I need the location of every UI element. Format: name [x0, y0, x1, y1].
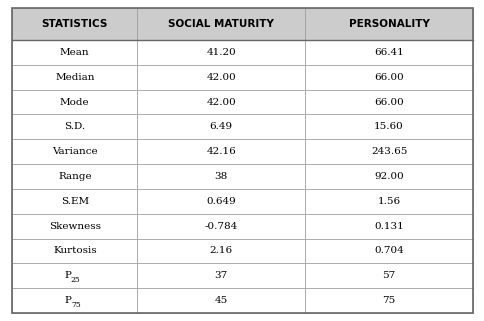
- Text: 66.00: 66.00: [373, 98, 403, 107]
- Text: S.D.: S.D.: [64, 122, 85, 131]
- Text: PERSONALITY: PERSONALITY: [348, 19, 428, 29]
- Text: 2.16: 2.16: [209, 247, 232, 256]
- Text: 75: 75: [381, 296, 395, 305]
- Text: 0.131: 0.131: [373, 221, 403, 230]
- Text: 38: 38: [214, 172, 227, 181]
- Bar: [137, 164, 304, 189]
- Bar: [12, 115, 137, 139]
- Text: 42.16: 42.16: [206, 147, 236, 156]
- Text: Kurtosis: Kurtosis: [53, 247, 96, 256]
- Text: 6.49: 6.49: [209, 122, 232, 131]
- Bar: [304, 139, 472, 164]
- Bar: [12, 8, 137, 40]
- Text: Variance: Variance: [52, 147, 97, 156]
- Text: 57: 57: [381, 271, 395, 280]
- Bar: [12, 65, 137, 90]
- Bar: [137, 115, 304, 139]
- Bar: [137, 189, 304, 214]
- Bar: [304, 8, 472, 40]
- Text: 25: 25: [71, 276, 80, 284]
- Bar: [12, 189, 137, 214]
- Text: SOCIAL MATURITY: SOCIAL MATURITY: [168, 19, 273, 29]
- Bar: [137, 8, 304, 40]
- Bar: [12, 90, 137, 115]
- Text: Range: Range: [58, 172, 91, 181]
- Bar: [304, 40, 472, 65]
- Text: STATISTICS: STATISTICS: [42, 19, 108, 29]
- Bar: [304, 189, 472, 214]
- Text: 42.00: 42.00: [206, 73, 236, 82]
- Bar: [304, 288, 472, 313]
- Bar: [137, 90, 304, 115]
- Text: 37: 37: [214, 271, 227, 280]
- Text: 1.56: 1.56: [377, 197, 400, 206]
- Text: P: P: [64, 271, 71, 280]
- Text: 92.00: 92.00: [373, 172, 403, 181]
- Bar: [12, 288, 137, 313]
- Text: 243.65: 243.65: [370, 147, 407, 156]
- Text: Median: Median: [55, 73, 94, 82]
- Text: 42.00: 42.00: [206, 98, 236, 107]
- Text: 15.60: 15.60: [373, 122, 403, 131]
- Text: 0.649: 0.649: [206, 197, 236, 206]
- Text: Mean: Mean: [60, 48, 90, 57]
- Bar: [304, 214, 472, 239]
- Bar: [304, 164, 472, 189]
- Text: 75: 75: [71, 301, 80, 309]
- Bar: [137, 40, 304, 65]
- Bar: [12, 164, 137, 189]
- Bar: [12, 239, 137, 263]
- Text: S.EM: S.EM: [60, 197, 89, 206]
- Bar: [12, 214, 137, 239]
- Text: -0.784: -0.784: [204, 221, 238, 230]
- Bar: [304, 65, 472, 90]
- Bar: [12, 40, 137, 65]
- Bar: [137, 139, 304, 164]
- Text: 45: 45: [214, 296, 227, 305]
- Text: 66.41: 66.41: [373, 48, 403, 57]
- Bar: [304, 90, 472, 115]
- Text: P: P: [64, 296, 71, 305]
- Text: Mode: Mode: [60, 98, 90, 107]
- Bar: [137, 65, 304, 90]
- Bar: [304, 263, 472, 288]
- Text: 0.704: 0.704: [373, 247, 403, 256]
- Text: 66.00: 66.00: [373, 73, 403, 82]
- Bar: [12, 139, 137, 164]
- Bar: [137, 263, 304, 288]
- Bar: [304, 239, 472, 263]
- Bar: [137, 239, 304, 263]
- Text: Skewness: Skewness: [49, 221, 101, 230]
- Text: 41.20: 41.20: [206, 48, 236, 57]
- Bar: [12, 263, 137, 288]
- Bar: [137, 214, 304, 239]
- Bar: [304, 115, 472, 139]
- Bar: [137, 288, 304, 313]
